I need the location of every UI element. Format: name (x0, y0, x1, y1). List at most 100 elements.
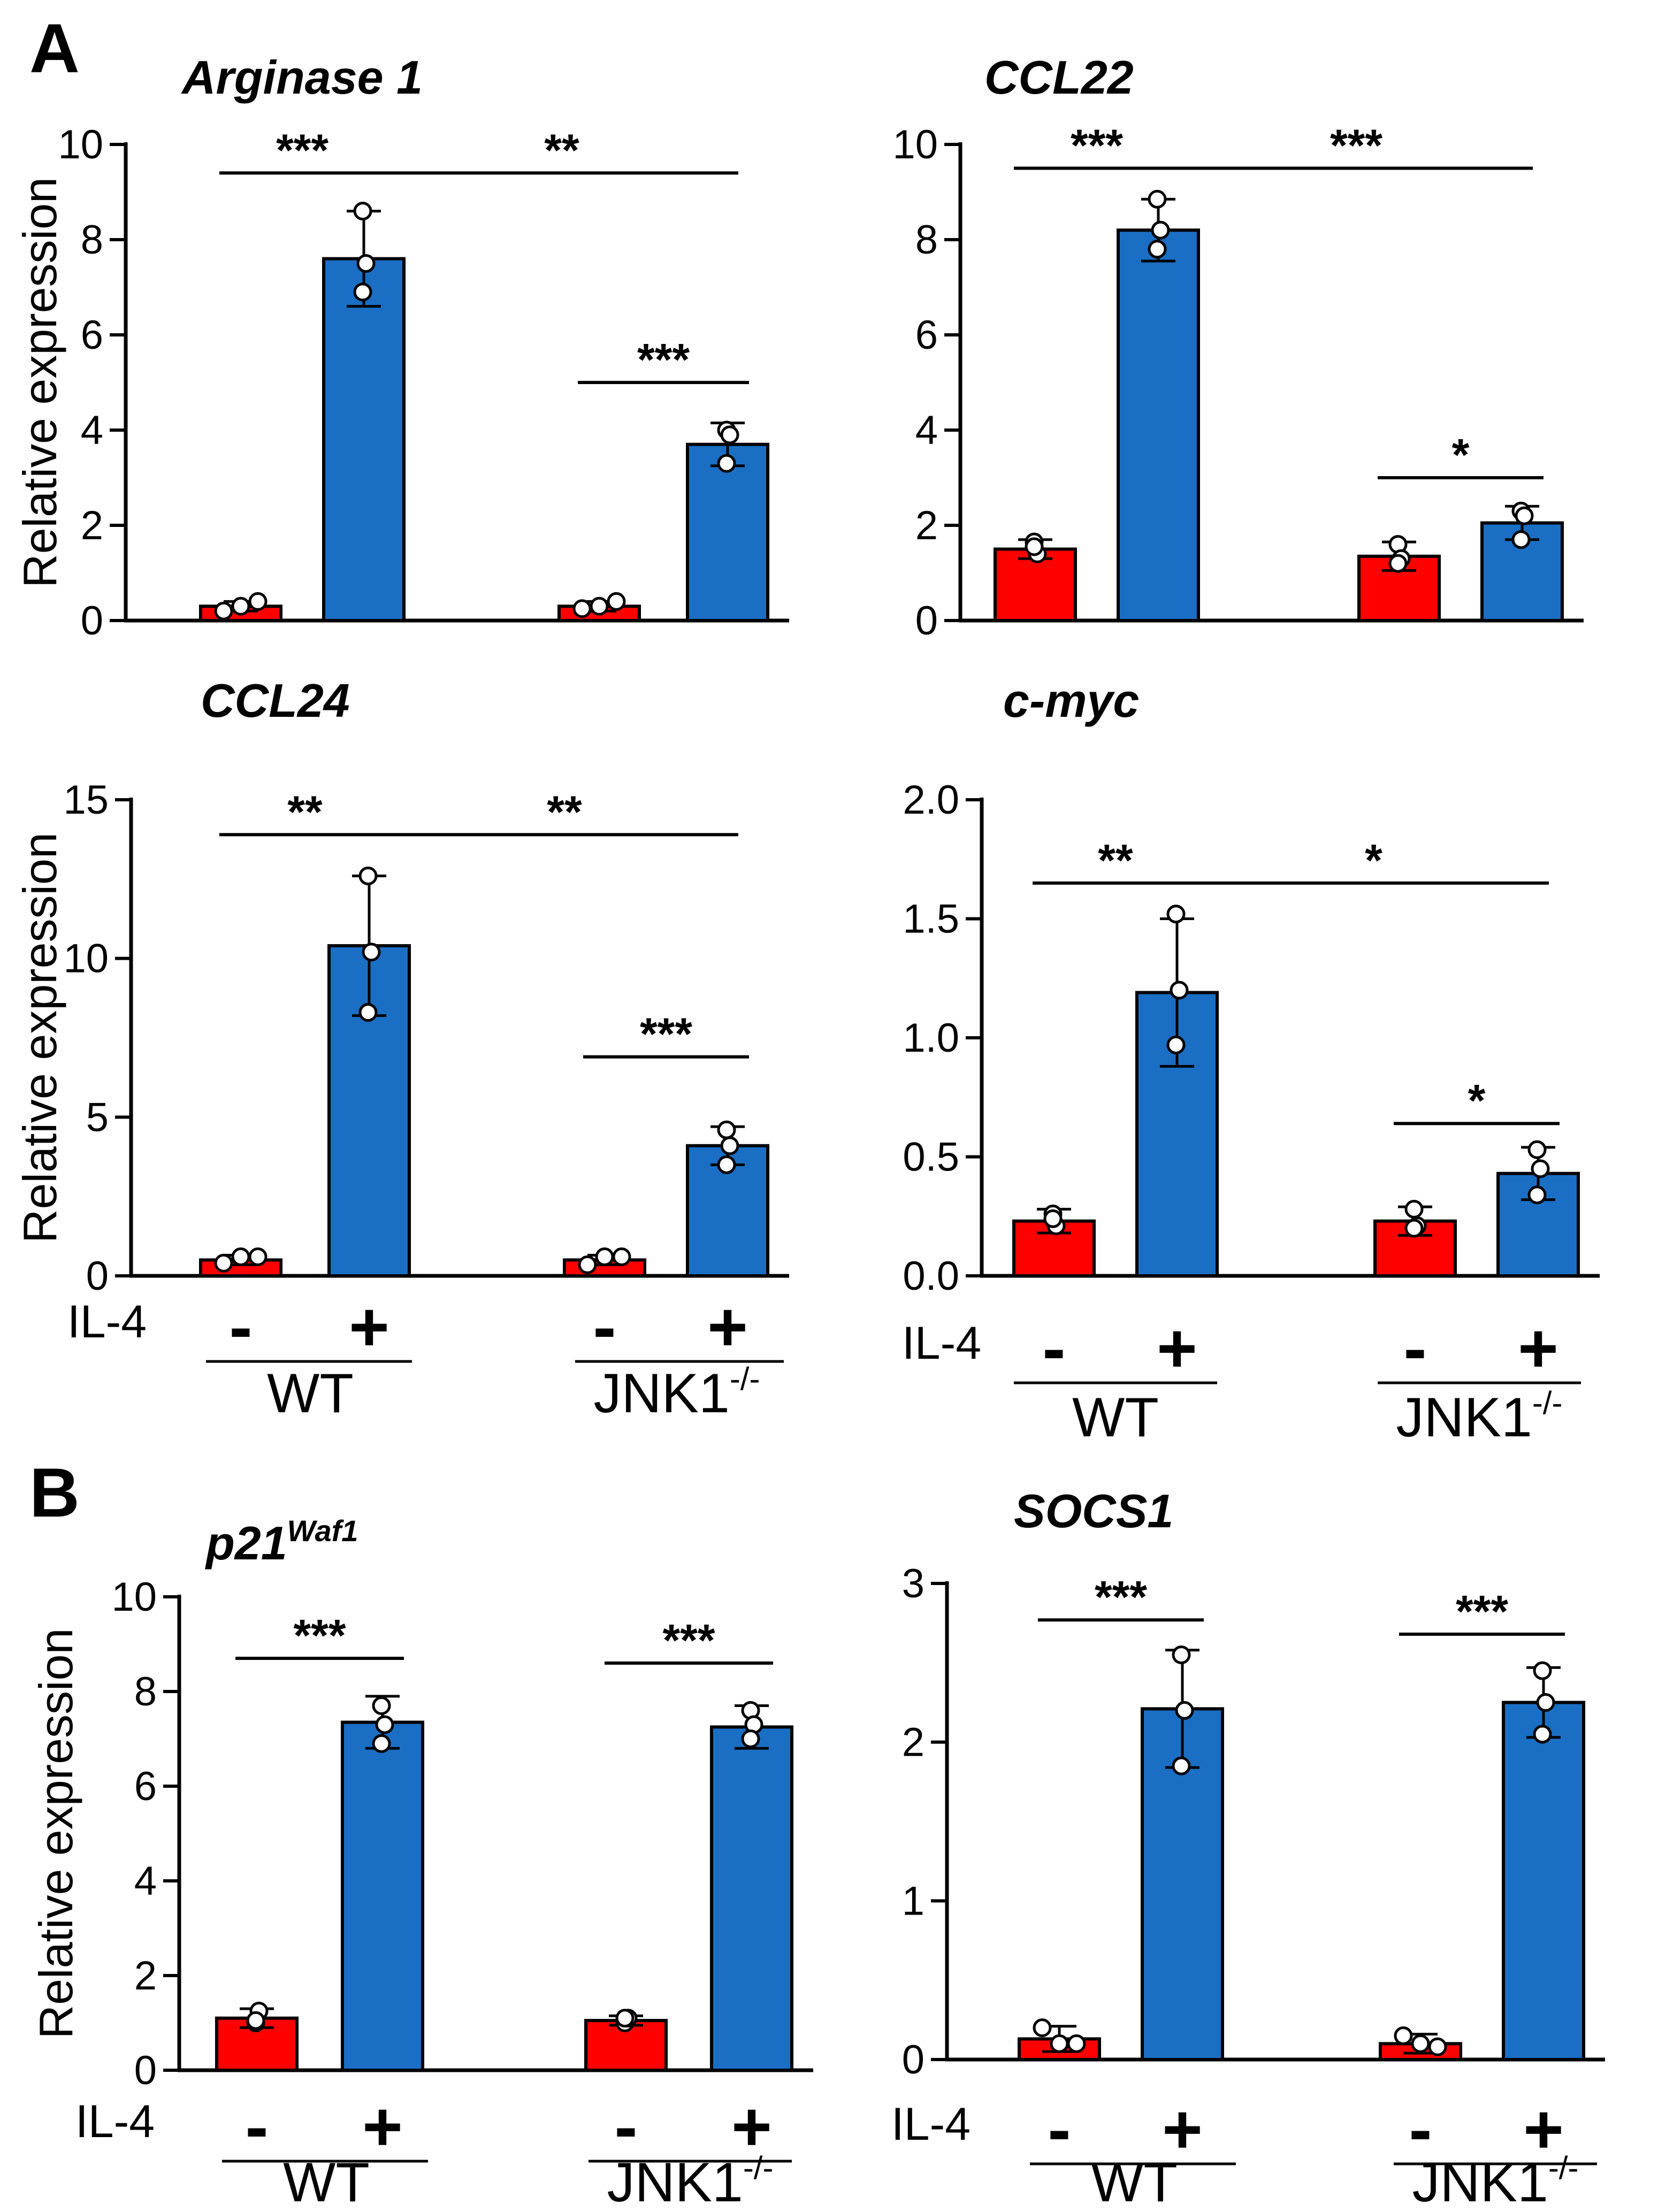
data-point (1527, 1140, 1547, 1159)
y-tick-label: 0.5 (903, 1135, 959, 1180)
treatment-label: IL-4 (75, 2096, 155, 2147)
bar (341, 1720, 424, 2072)
data-point (578, 1255, 597, 1274)
y-tick-label: 4 (134, 1858, 157, 1904)
y-tick-label: 1.5 (903, 897, 959, 942)
chart-title: p21Waf1 (205, 1514, 358, 1570)
data-point (1536, 1693, 1555, 1712)
data-point (1025, 537, 1044, 556)
y-tick-label: 2.0 (903, 777, 959, 823)
y-tick-label: 3 (902, 1561, 924, 1606)
data-point (717, 454, 736, 473)
data-point (372, 1696, 391, 1716)
group-label: JNK1-/- (1396, 1385, 1563, 1449)
chart-title-main: CCL24 (201, 674, 350, 727)
minus-sign: - (593, 1288, 616, 1366)
group-label: JNK1-/- (607, 2150, 774, 2212)
data-point (720, 425, 739, 445)
data-point (590, 596, 609, 616)
data-point (1533, 1661, 1552, 1680)
plus-sign: + (731, 2087, 772, 2165)
minus-sign: - (1403, 1309, 1426, 1387)
group-superscript: -/- (743, 2150, 774, 2186)
chart-title-main: c-myc (1003, 674, 1139, 727)
data-point (1166, 1035, 1186, 1054)
y-tick-label: 1 (902, 1878, 924, 1924)
y-axis-label: Relative expression (13, 177, 66, 588)
data-point (1148, 189, 1167, 209)
data-point (1172, 1756, 1191, 1775)
data-point (1428, 2037, 1447, 2056)
y-tick-label: 8 (81, 217, 103, 263)
y-axis-label: Relative expression (29, 1628, 82, 2039)
data-point (717, 1120, 736, 1139)
data-point (1388, 554, 1408, 573)
group-name: JNK1 (1412, 2152, 1548, 2212)
chart-title: CCL22 (984, 51, 1134, 104)
data-point (375, 1715, 394, 1734)
data-point (1151, 220, 1170, 240)
y-tick-label: 6 (134, 1764, 157, 1809)
data-point (353, 202, 372, 221)
significance-label: *** (662, 1615, 715, 1665)
plus-sign: + (1162, 2090, 1203, 2168)
data-point (246, 2011, 265, 2030)
significance-label: * (1452, 430, 1470, 480)
bar (1502, 1701, 1585, 2061)
data-point (248, 592, 268, 611)
group-name: JNK1 (607, 2152, 743, 2212)
data-point (231, 596, 250, 616)
group-name: WT (283, 2152, 370, 2212)
data-point (1043, 1209, 1063, 1228)
data-point (720, 1136, 739, 1155)
y-tick-label: 5 (86, 1094, 109, 1140)
data-point (362, 943, 381, 962)
data-point (214, 601, 233, 621)
significance-label: * (1468, 1075, 1486, 1126)
group-label: WT (1091, 2152, 1178, 2212)
data-point (1067, 2034, 1086, 2053)
group-label: JNK1-/- (594, 1361, 760, 1425)
y-tick-label: 15 (63, 777, 109, 823)
data-point (717, 1155, 736, 1174)
group-label: WT (283, 2152, 370, 2212)
y-tick-label: 0.0 (903, 1253, 959, 1299)
plus-sign: + (362, 2087, 403, 2165)
group-superscript: -/- (730, 1361, 760, 1397)
data-point (358, 1003, 378, 1022)
data-point (741, 1729, 760, 1748)
y-tick-label: 1.0 (903, 1015, 959, 1061)
significance-label: * (1365, 835, 1382, 885)
minus-sign: - (1042, 1309, 1065, 1387)
plus-sign: + (1518, 1309, 1558, 1387)
treatment-label: IL-4 (891, 2099, 971, 2150)
data-point (358, 866, 378, 885)
minus-sign: - (245, 2087, 268, 2165)
y-tick-label: 0 (134, 2048, 157, 2093)
bar (1373, 1219, 1457, 1277)
data-point (231, 1247, 250, 1266)
plus-sign: + (1157, 1309, 1197, 1387)
bar (322, 257, 406, 623)
significance-label: *** (1330, 120, 1382, 171)
y-tick-label: 2 (902, 1720, 924, 1765)
data-point (214, 1253, 233, 1273)
y-tick-label: 2 (134, 1953, 157, 1999)
plus-sign: + (707, 1288, 748, 1366)
plus-sign: + (1523, 2090, 1564, 2168)
significance-label: ** (544, 125, 579, 175)
y-tick-label: 6 (81, 312, 103, 358)
data-point (612, 1247, 631, 1266)
panel-label-b: B (29, 1453, 80, 1532)
minus-sign: - (614, 2087, 637, 2165)
y-tick-label: 0 (902, 2037, 924, 2083)
group-label: WT (267, 1363, 354, 1425)
chart-title-main: SOCS1 (1014, 1484, 1173, 1537)
data-point (607, 592, 626, 611)
group-name: WT (1091, 2152, 1178, 2212)
data-point (1533, 1725, 1552, 1744)
y-tick-label: 10 (58, 122, 103, 167)
